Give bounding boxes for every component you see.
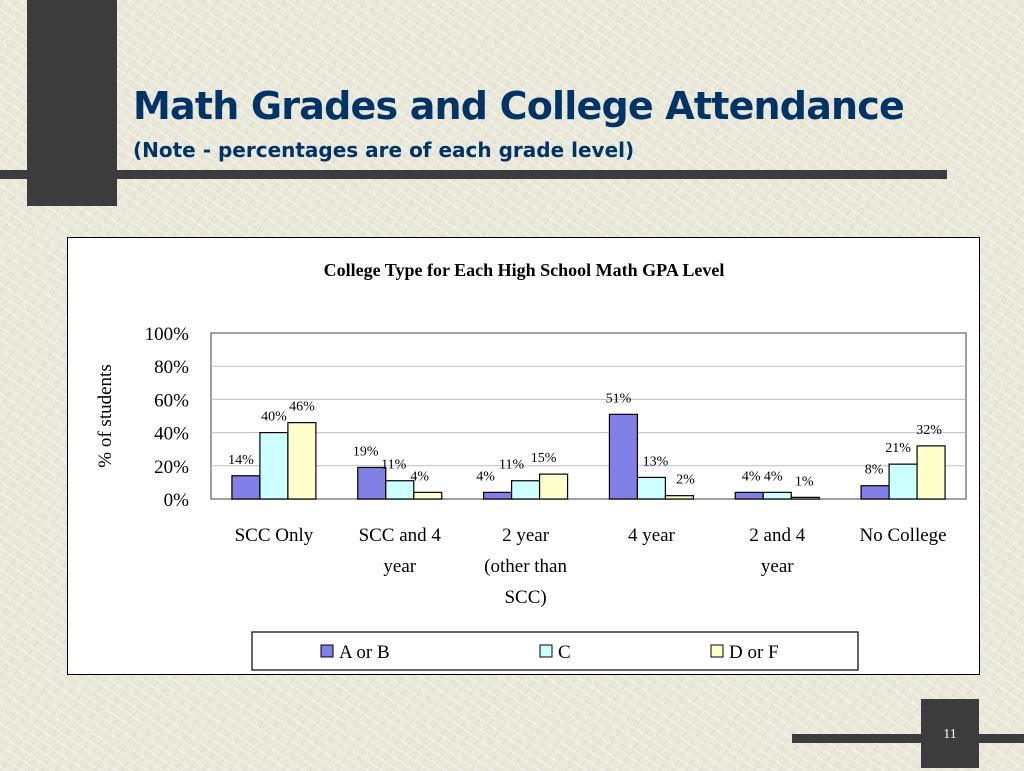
decorative-title-rule <box>0 170 947 179</box>
legend-swatch <box>320 644 334 658</box>
legend-box <box>251 631 859 671</box>
data-label: 11% <box>499 458 524 473</box>
legend-label: D or F <box>729 642 779 663</box>
bar <box>385 480 415 500</box>
x-tick-label: 2 year <box>502 525 550 546</box>
bar <box>762 491 792 500</box>
plot-area: 0%20%40%60%80%100%14%40%46%SCC Only19%11… <box>145 324 967 608</box>
data-label: 4% <box>742 469 761 484</box>
data-label: 4% <box>476 469 495 484</box>
data-label: 32% <box>916 423 942 438</box>
data-label: 8% <box>865 463 884 478</box>
legend-label: C <box>558 642 571 663</box>
bar <box>734 491 764 500</box>
plot-border <box>210 332 967 500</box>
y-tick-label: 80% <box>154 357 189 378</box>
y-tick-label: 100% <box>145 324 190 345</box>
data-label: 40% <box>261 410 287 425</box>
data-label: 51% <box>606 391 632 406</box>
chart-frame: College Type for Each High School Math G… <box>67 237 980 675</box>
bar <box>790 496 820 500</box>
data-label: 21% <box>885 441 911 456</box>
bar <box>510 480 541 500</box>
x-tick-label: SCC and 4 <box>359 525 442 546</box>
bar <box>259 432 289 500</box>
legend-swatch <box>539 644 553 658</box>
bar <box>664 495 695 500</box>
data-label: 15% <box>531 451 557 466</box>
data-label: 19% <box>353 444 379 459</box>
bar <box>538 473 569 500</box>
x-tick-label: year <box>761 556 794 577</box>
bar-chart: College Type for Each High School Math G… <box>95 260 967 671</box>
y-tick-label: 0% <box>164 490 190 511</box>
bar <box>888 463 918 500</box>
y-axis-label: % of students <box>95 364 116 467</box>
x-tick-label: year <box>383 556 416 577</box>
x-tick-label: No College <box>860 525 947 546</box>
x-tick-label: SCC) <box>504 587 546 608</box>
bar <box>636 476 667 500</box>
slide-title: Math Grades and College Attendance <box>133 84 905 128</box>
chart-title: College Type for Each High School Math G… <box>324 260 725 280</box>
data-label: 2% <box>676 473 695 488</box>
data-label: 4% <box>764 469 783 484</box>
x-tick-label: SCC Only <box>235 525 314 546</box>
bar <box>287 422 317 500</box>
data-label: 4% <box>410 469 429 484</box>
data-label: 13% <box>643 454 669 469</box>
decorative-footer-rule <box>792 734 1024 743</box>
x-tick-label: 4 year <box>628 525 676 546</box>
x-tick-label: 2 and 4 <box>749 525 805 546</box>
slide-subtitle: (Note - percentages are of each grade le… <box>133 138 635 162</box>
data-label: 1% <box>795 474 814 489</box>
y-tick-label: 60% <box>154 390 189 411</box>
legend: A or B C D or F <box>251 631 859 671</box>
bar <box>608 413 639 500</box>
data-label: 14% <box>228 453 254 468</box>
bar <box>482 491 513 500</box>
legend-label: A or B <box>339 642 390 663</box>
y-tick-label: 20% <box>154 457 189 478</box>
bar <box>860 485 890 500</box>
bar <box>413 491 443 500</box>
x-tick-label: (other than <box>484 556 567 577</box>
bar <box>231 475 261 500</box>
data-label: 11% <box>381 458 406 473</box>
data-label: 46% <box>289 400 315 415</box>
y-tick-label: 40% <box>154 424 189 445</box>
bar <box>357 466 387 500</box>
bar <box>916 445 946 500</box>
slide-number: 11 <box>921 699 979 768</box>
legend-swatch <box>710 644 724 658</box>
